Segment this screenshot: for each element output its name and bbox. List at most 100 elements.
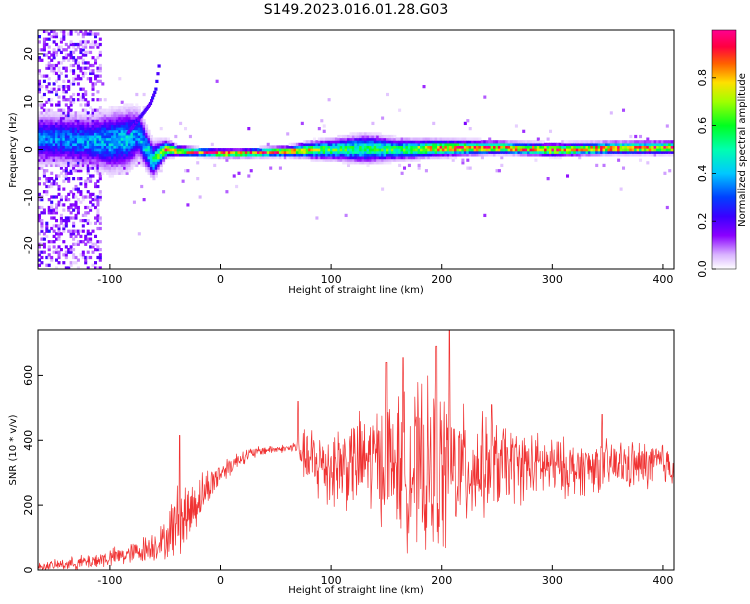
spectrogram-cell bbox=[364, 158, 368, 162]
spectrogram-cell bbox=[580, 140, 584, 144]
spectrogram-cell bbox=[381, 153, 385, 157]
spectrogram-cell bbox=[420, 156, 424, 160]
spectrogram-cell bbox=[449, 153, 453, 157]
spectrogram-cell bbox=[488, 142, 492, 147]
spectrogram-cell bbox=[291, 150, 295, 154]
spectrogram-cell bbox=[69, 134, 73, 139]
spectrogram-cell bbox=[72, 137, 76, 141]
spectrogram-cell bbox=[140, 116, 144, 120]
spectrogram-cell bbox=[308, 140, 312, 144]
spectrogram-cell bbox=[252, 148, 256, 152]
spectrogram-cell bbox=[361, 134, 365, 139]
spectrogram-cell bbox=[64, 85, 68, 89]
spectrogram-cell bbox=[38, 253, 42, 257]
spectrogram-cell bbox=[278, 150, 282, 154]
spectrogram-cell bbox=[254, 153, 258, 157]
spectrogram-cell bbox=[561, 140, 565, 144]
spectrogram-cell bbox=[344, 137, 348, 141]
spectrogram-cell bbox=[79, 69, 83, 73]
spectrogram-cell bbox=[111, 121, 115, 126]
spectrogram-cell bbox=[81, 129, 85, 133]
spectrogram-cell bbox=[111, 163, 115, 168]
spectrogram-cell bbox=[283, 150, 287, 154]
spectrogram-cell bbox=[424, 142, 428, 147]
spectrogram-cell bbox=[101, 132, 105, 136]
spectrogram-cell bbox=[59, 124, 63, 128]
spectrogram-cell bbox=[271, 153, 275, 157]
spectrogram-cell bbox=[125, 106, 129, 110]
spectrogram-cell bbox=[646, 148, 650, 152]
spectrogram-cell bbox=[169, 153, 173, 157]
spectrogram-cell bbox=[94, 221, 98, 225]
spectrogram-cell bbox=[101, 113, 105, 118]
spectrogram-cell bbox=[186, 145, 190, 149]
spectrogram-cell bbox=[106, 119, 110, 123]
spectrogram-cell bbox=[532, 145, 536, 149]
spectrogram-cell bbox=[420, 145, 424, 149]
spectrogram-cell bbox=[50, 127, 54, 131]
spectrogram-cell bbox=[322, 140, 326, 144]
spectrogram-cell bbox=[115, 145, 119, 149]
spectrogram-cell bbox=[69, 203, 73, 207]
spectrogram-cell bbox=[57, 140, 61, 144]
spectrogram-cell bbox=[128, 124, 132, 128]
spectrogram-cell bbox=[575, 153, 579, 157]
spectrogram-cell bbox=[64, 224, 68, 228]
spectrogram-cell bbox=[132, 134, 136, 139]
spectrogram-cell bbox=[354, 153, 358, 157]
spectrogram-cell bbox=[213, 163, 217, 168]
spectrogram-cell bbox=[218, 148, 222, 152]
spectrogram-cell bbox=[188, 153, 192, 157]
spectrogram-cell bbox=[94, 42, 98, 47]
spectrogram-cell bbox=[463, 145, 467, 149]
spectrogram-cell bbox=[111, 171, 115, 175]
spectrogram-cell bbox=[184, 150, 188, 154]
spectrogram-cell bbox=[422, 148, 426, 152]
spectrogram-cell bbox=[213, 156, 217, 160]
spectrogram-cell bbox=[556, 150, 560, 154]
spectrogram-cell bbox=[383, 140, 387, 144]
spectrogram-cell bbox=[81, 108, 85, 112]
spectrogram-cell bbox=[347, 156, 351, 160]
spectrogram-cell bbox=[76, 187, 80, 191]
spectrogram-cell bbox=[50, 177, 54, 181]
spectrogram-cell bbox=[293, 148, 297, 152]
spectrogram-cell bbox=[266, 156, 270, 160]
spectrogram-cell bbox=[57, 237, 61, 241]
spectrogram-cell bbox=[118, 150, 122, 154]
spectrogram-cell bbox=[254, 150, 258, 154]
spectrogram-cell bbox=[59, 158, 63, 162]
spectrogram-cell bbox=[142, 145, 146, 149]
spectrogram-cell bbox=[179, 148, 183, 152]
spectrogram-cell bbox=[393, 148, 397, 152]
spectrogram-cell bbox=[665, 140, 669, 144]
spectrogram-cell bbox=[72, 145, 76, 149]
spectrogram-cell bbox=[371, 134, 375, 139]
spectrogram-cell bbox=[64, 148, 68, 152]
spectrogram-cell bbox=[563, 142, 567, 147]
spectrogram-cell bbox=[89, 200, 93, 204]
spectrogram-cell bbox=[42, 79, 46, 83]
spectrogram-cell bbox=[351, 156, 355, 160]
spectrogram-cell bbox=[111, 113, 115, 118]
spectrogram-cell bbox=[145, 145, 149, 149]
spectrogram-cell bbox=[342, 161, 346, 165]
spectrogram-cell bbox=[607, 140, 611, 144]
spectrogram-cell bbox=[57, 158, 61, 162]
spectrogram-cell bbox=[55, 208, 59, 212]
spectrogram-cell bbox=[47, 253, 51, 257]
spectrogram-cell bbox=[427, 140, 431, 144]
spectrogram-cell bbox=[359, 150, 363, 154]
spectrogram-cell bbox=[371, 137, 375, 141]
spectrogram-cell bbox=[96, 219, 100, 223]
spectrogram-cell bbox=[40, 153, 44, 157]
spectrogram-cell bbox=[140, 145, 144, 149]
spectrogram-cell bbox=[495, 140, 499, 144]
spectrogram-cell bbox=[125, 119, 129, 123]
spectrogram-cell bbox=[495, 169, 499, 173]
spectrogram-cell bbox=[125, 166, 129, 170]
spectrogram-cell bbox=[38, 232, 42, 236]
spectrogram-cell bbox=[468, 166, 472, 170]
spectrogram-cell bbox=[660, 140, 664, 144]
spectrogram-cell bbox=[91, 121, 95, 126]
